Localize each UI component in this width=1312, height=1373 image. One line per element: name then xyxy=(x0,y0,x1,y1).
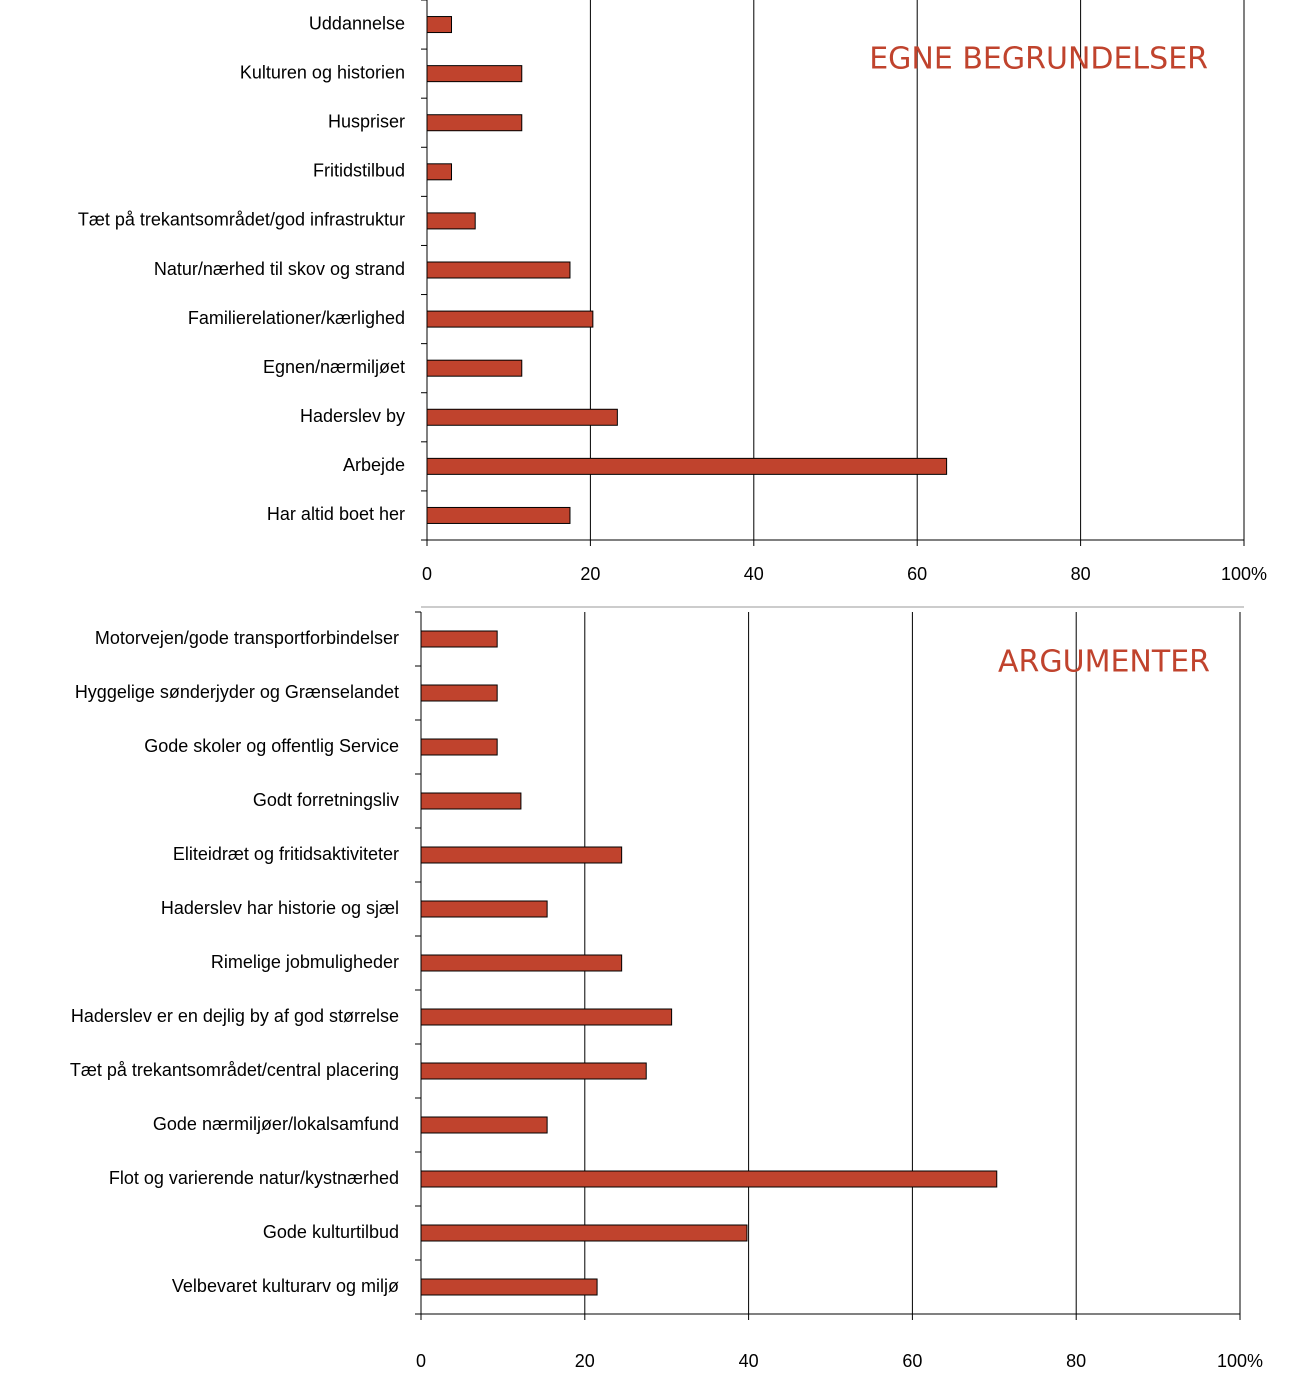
y-tick-label: Tæt på trekantsområdet/god infrastruktur xyxy=(78,210,405,230)
y-tick-label: Haderslev har historie og sjæl xyxy=(161,898,399,918)
bar xyxy=(426,310,594,328)
x-tick-label: 100% xyxy=(1217,1351,1263,1371)
y-tick-label: Egnen/nærmiljøet xyxy=(263,357,405,377)
y-tick-label: Eliteidræt og fritidsaktiviteter xyxy=(173,844,399,864)
bar xyxy=(426,65,523,83)
x-tick-label: 0 xyxy=(416,1351,426,1371)
bar xyxy=(420,1116,548,1134)
bar xyxy=(420,630,498,648)
bar xyxy=(426,457,948,475)
y-tick-label: Hyggelige sønderjyder og Grænselandet xyxy=(75,682,399,702)
y-tick-label: Haderslev by xyxy=(300,406,405,426)
bar xyxy=(420,846,623,864)
bar xyxy=(420,1224,748,1242)
x-tick-label: 60 xyxy=(902,1351,922,1371)
x-tick-label: 20 xyxy=(575,1351,595,1371)
y-tick-label: Huspriser xyxy=(328,111,405,131)
y-tick-label: Familierelationer/kærlighed xyxy=(188,308,405,328)
y-tick-label: Gode skoler og offentlig Service xyxy=(144,736,399,756)
y-tick-label: Har altid boet her xyxy=(267,504,405,524)
bar xyxy=(420,738,498,756)
x-tick-label: 20 xyxy=(580,564,600,584)
y-tick-label: Gode kulturtilbud xyxy=(263,1222,399,1242)
bar xyxy=(420,1170,998,1188)
bar xyxy=(426,261,571,279)
bar xyxy=(426,16,453,34)
bar xyxy=(420,954,623,972)
y-tick-label: Velbevaret kulturarv og miljø xyxy=(172,1276,399,1296)
y-tick-label: Arbejde xyxy=(343,455,405,475)
bar xyxy=(426,114,523,132)
annotation: ARGUMENTER xyxy=(998,645,1210,680)
bar xyxy=(426,408,618,426)
bar xyxy=(420,1278,598,1296)
y-tick-label: Uddannelse xyxy=(309,13,405,33)
x-tick-label: 0 xyxy=(422,564,432,584)
y-tick-label: Natur/nærhed til skov og strand xyxy=(154,259,405,279)
bar xyxy=(426,359,523,377)
bar xyxy=(426,506,571,524)
y-tick-label: Gode nærmiljøer/lokalsamfund xyxy=(153,1114,399,1134)
bar xyxy=(426,212,476,230)
y-tick-label: Fritidstilbud xyxy=(313,161,405,181)
y-tick-label: Haderslev er en dejlig by af god størrel… xyxy=(71,1006,399,1026)
x-tick-label: 80 xyxy=(1071,564,1091,584)
bar xyxy=(426,163,453,181)
annotation: EGNE BEGRUNDELSER xyxy=(869,42,1208,77)
x-tick-label: 40 xyxy=(744,564,764,584)
bar xyxy=(420,684,498,702)
y-tick-label: Motorvejen/gode transportforbindelser xyxy=(95,628,399,648)
y-tick-label: Rimelige jobmuligheder xyxy=(211,952,399,972)
y-tick-label: Kulturen og historien xyxy=(240,62,405,82)
y-tick-label: Flot og varierende natur/kystnærhed xyxy=(109,1168,399,1188)
y-tick-label: Godt forretningsliv xyxy=(253,790,399,810)
x-tick-label: 80 xyxy=(1066,1351,1086,1371)
y-tick-label: Tæt på trekantsområdet/central placering xyxy=(70,1060,399,1080)
x-tick-label: 100% xyxy=(1221,564,1267,584)
bar xyxy=(420,1062,647,1080)
x-tick-label: 60 xyxy=(907,564,927,584)
x-tick-label: 40 xyxy=(739,1351,759,1371)
bar xyxy=(420,792,522,810)
bar xyxy=(420,900,548,918)
bar xyxy=(420,1008,673,1026)
